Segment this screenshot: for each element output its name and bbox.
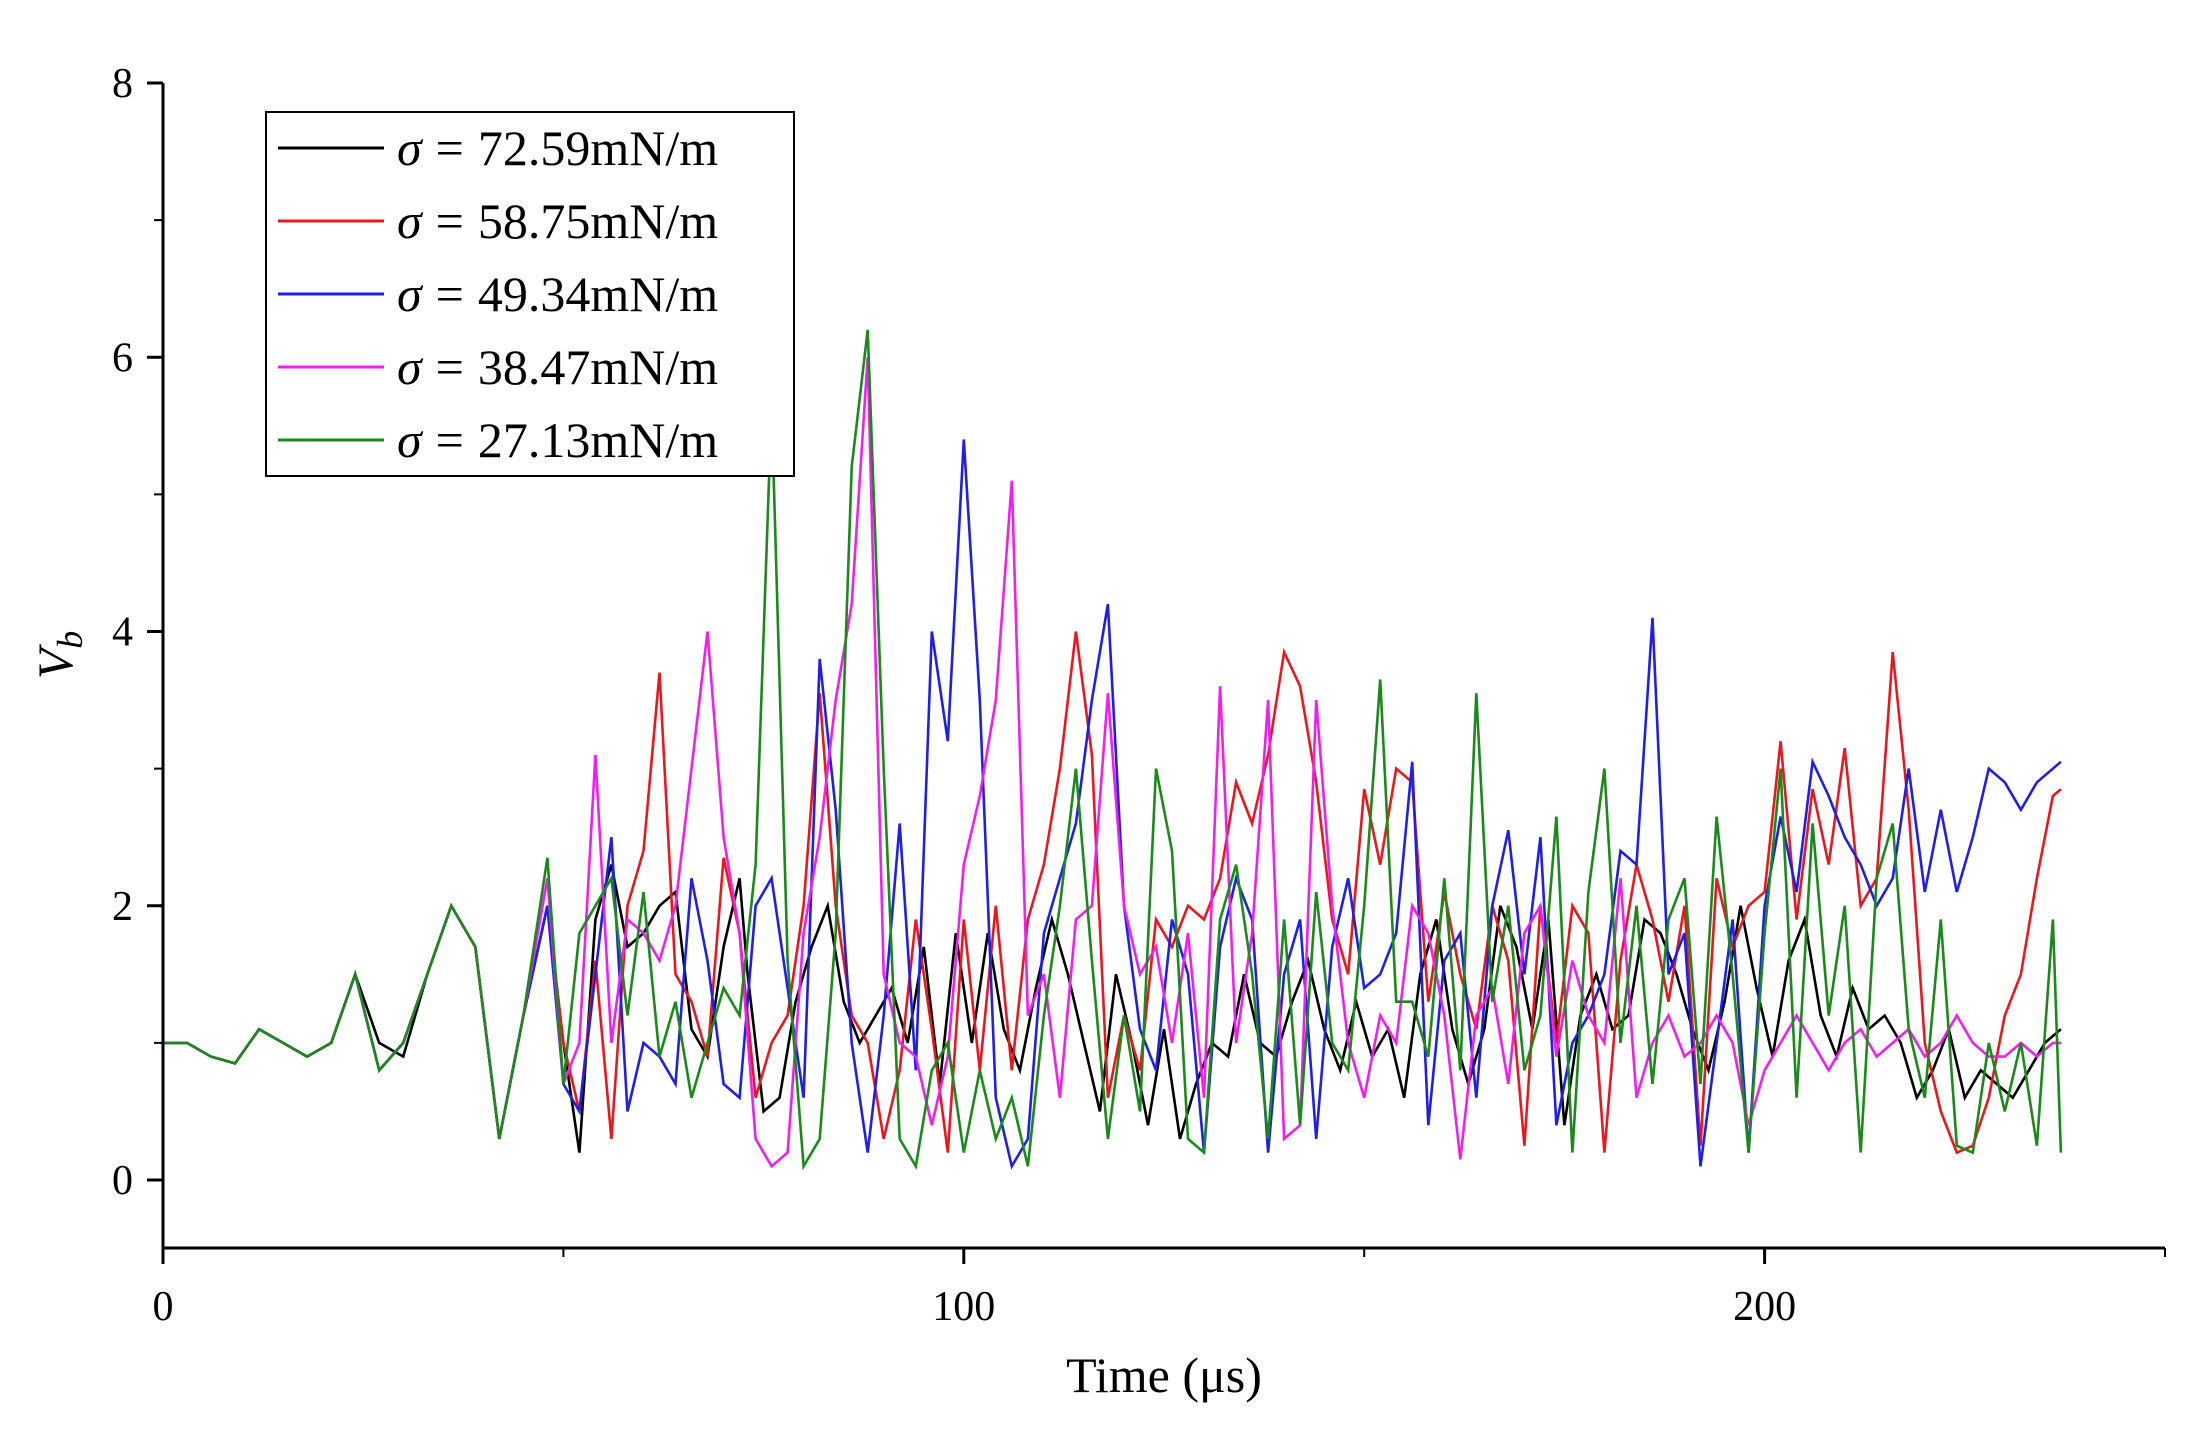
legend-label-5: σ = 27.13mN/m — [397, 412, 718, 468]
y-ticks: 0 2 4 6 8 — [112, 61, 163, 1204]
legend-label-3: σ = 49.34mN/m — [397, 266, 718, 322]
y-tick-label-6: 6 — [112, 335, 133, 381]
legend-label-2: σ = 58.75mN/m — [397, 193, 718, 249]
legend-value-2: 58.75mN/m — [478, 193, 718, 249]
legend-value-1: 72.59mN/m — [478, 120, 718, 176]
y-tick-label-8: 8 — [112, 61, 133, 107]
svg-text:Vb: Vb — [27, 631, 90, 680]
axes-layer: 0 100 200 0 2 4 6 8 — [112, 61, 2166, 1330]
y-axis-title-main: V — [27, 643, 83, 679]
y-tick-label-4: 4 — [112, 610, 133, 656]
series-layer — [163, 329, 2063, 1171]
x-axis-title: Time (μs) — [1066, 1347, 1262, 1403]
legend-equals-2: = — [436, 193, 464, 249]
series-line-5 — [163, 329, 2063, 1171]
y-tick-label-0: 0 — [112, 1158, 133, 1204]
y-axis-title-subscript: b — [50, 631, 90, 649]
x-tick-label-100: 100 — [932, 1284, 995, 1330]
legend: σ = 72.59mN/mσ = 58.75mN/mσ = 49.34mN/mσ = 38.47… — [265, 111, 795, 477]
legend-equals-4: = — [436, 339, 464, 395]
legend-sigma-5: σ — [397, 412, 424, 468]
legend-sigma-1: σ — [397, 120, 424, 176]
legend-label-1: σ = 72.59mN/m — [397, 120, 718, 176]
legend-value-5: 27.13mN/m — [478, 412, 718, 468]
y-tick-label-2: 2 — [112, 884, 133, 930]
legend-value-3: 49.34mN/m — [478, 266, 718, 322]
legend-value-4: 38.47mN/m — [478, 339, 718, 395]
legend-label-4: σ = 38.47mN/m — [397, 339, 718, 395]
y-axis-title: Vb — [27, 631, 90, 680]
legend-sigma-4: σ — [397, 339, 424, 395]
x-tick-label-200: 200 — [1733, 1284, 1796, 1330]
legend-equals-5: = — [436, 412, 464, 468]
legend-equals-3: = — [436, 266, 464, 322]
legend-sigma-2: σ — [397, 193, 424, 249]
legend-equals-1: = — [436, 120, 464, 176]
legend-sigma-3: σ — [397, 266, 424, 322]
x-tick-label-0: 0 — [153, 1284, 174, 1330]
x-ticks: 0 100 200 — [153, 1248, 2166, 1330]
